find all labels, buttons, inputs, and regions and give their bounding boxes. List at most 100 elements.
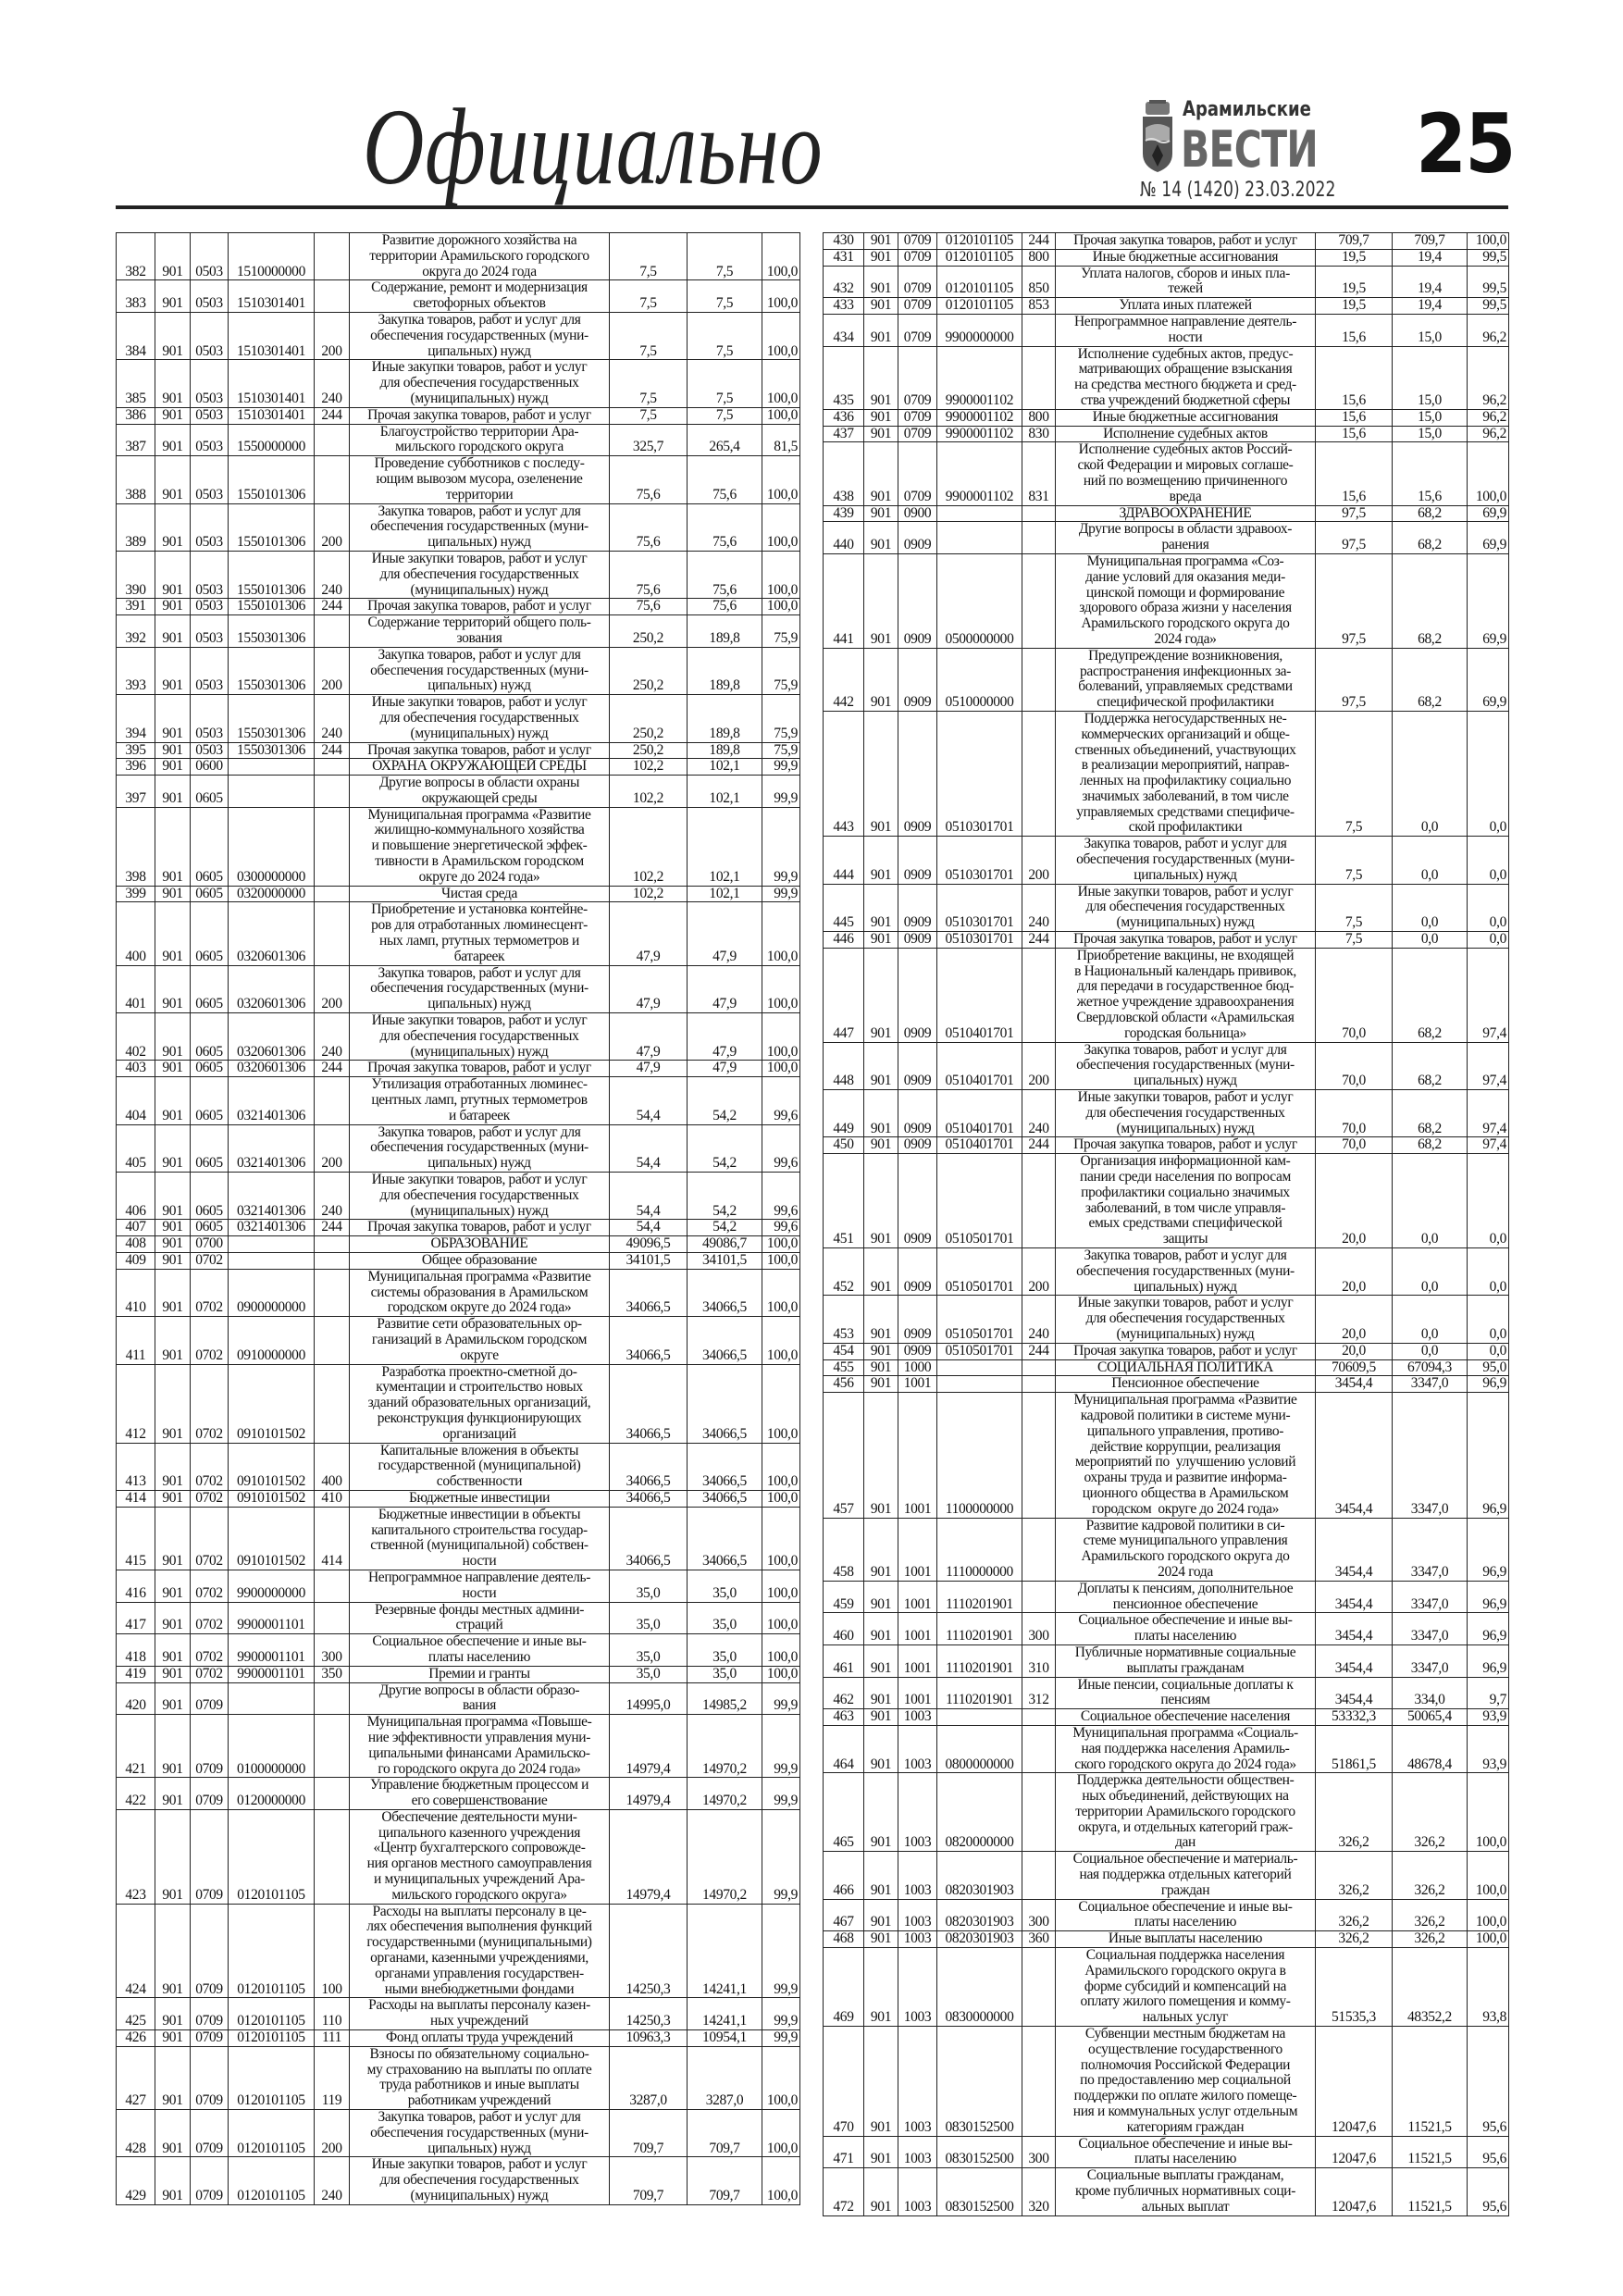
section-code: 0605 <box>190 1172 229 1221</box>
executed-amount: 102,1 <box>687 885 762 903</box>
expense-type-code: 240 <box>314 550 350 600</box>
expense-type-code: 240 <box>314 359 350 408</box>
table-row: 468 901 1003 0820301903 360 Иные выплаты насе… <box>823 1930 1509 1949</box>
section-code: 0605 <box>190 775 229 808</box>
target-article-code: 1550301306 <box>228 694 315 743</box>
execution-percent: 97,4 <box>1467 1089 1509 1138</box>
expense-type-code: 244 <box>314 1219 350 1237</box>
target-article-code: 0120101105 <box>228 2109 315 2158</box>
expense-type-code: 240 <box>1022 883 1056 933</box>
section-code: 1003 <box>898 2167 937 2216</box>
department-code: 901 <box>155 1489 191 1508</box>
table-row: 431 901 0709 0120101105 800 Иные бюджетные ас… <box>823 248 1509 267</box>
execution-percent: 0,0 <box>1467 1247 1509 1297</box>
department-code: 901 <box>863 1247 898 1297</box>
section-code: 0702 <box>190 1268 229 1318</box>
description: Доплаты к пенсиям, дополнительное пенсио… <box>1055 1580 1316 1614</box>
execution-percent: 99,9 <box>762 1997 800 2031</box>
target-article-code: 0321401306 <box>228 1123 315 1173</box>
department-code: 901 <box>155 2109 191 2158</box>
department-code: 901 <box>863 313 898 347</box>
description: Прочая закупка товаров, работ и услуг <box>349 598 610 616</box>
section-code: 1003 <box>898 1947 937 2028</box>
executed-amount: 75,6 <box>687 503 762 552</box>
table-row: 438 901 0709 9900001102 831 Исполнение судебн… <box>823 441 1509 506</box>
section-code: 0503 <box>190 646 229 696</box>
department-code: 901 <box>863 931 898 949</box>
expense-type-code: 100 <box>314 1903 350 1999</box>
executed-amount: 326,2 <box>1392 1772 1468 1853</box>
department-code: 901 <box>863 345 898 410</box>
section-code: 0702 <box>190 1363 229 1444</box>
description: Муниципальная программа «Развитие кадров… <box>1055 1392 1316 1519</box>
row-number: 392 <box>116 614 155 648</box>
department-code: 901 <box>863 1153 898 1248</box>
section-code: 0605 <box>190 1219 229 1237</box>
table-row: 458 901 1001 1110000000 Развитие кадровой по… <box>823 1517 1509 1582</box>
planned-amount: 7,5 <box>609 279 688 313</box>
execution-percent: 69,9 <box>1467 521 1509 554</box>
target-article-code <box>228 775 315 808</box>
section-code: 0709 <box>190 1808 229 1905</box>
row-number: 453 <box>823 1295 864 1344</box>
execution-percent: 99,9 <box>762 1808 800 1905</box>
target-article-code: 1550000000 <box>228 423 315 457</box>
target-article-code: 0820301903 <box>936 1930 1022 1949</box>
expense-type-code <box>314 614 350 648</box>
executed-amount: 102,1 <box>687 775 762 808</box>
target-article-code: 0510501701 <box>936 1153 1022 1248</box>
section-code: 0909 <box>898 521 937 554</box>
execution-percent: 99,6 <box>762 1219 800 1237</box>
description: Иные закупки товаров, работ и услуг для … <box>1055 883 1316 933</box>
row-number: 445 <box>823 883 864 933</box>
planned-amount: 47,9 <box>609 964 688 1014</box>
description: Закупка товаров, работ и услуг для обесп… <box>1055 1247 1316 1297</box>
execution-percent: 96,2 <box>1467 313 1509 347</box>
planned-amount: 47,9 <box>609 1012 688 1061</box>
row-number: 471 <box>823 2135 864 2169</box>
description: Уплата иных платежей <box>1055 297 1316 315</box>
expense-type-code <box>314 1316 350 1365</box>
target-article-code: 1110201901 <box>936 1644 1022 1678</box>
target-article-code: 9900001101 <box>228 1665 315 1683</box>
target-article-code: 0300000000 <box>228 806 315 887</box>
target-article-code: 0510401701 <box>936 1041 1022 1091</box>
row-number: 421 <box>116 1714 155 1779</box>
expense-type-code <box>314 455 350 504</box>
planned-amount: 102,2 <box>609 885 688 903</box>
row-number: 450 <box>823 1136 864 1155</box>
executed-amount: 14970,2 <box>687 1714 762 1779</box>
row-number: 442 <box>823 647 864 712</box>
department-code: 901 <box>863 1708 898 1726</box>
row-number: 470 <box>823 2026 864 2137</box>
table-row: 470 901 1003 0830152500 Субвенции местным бю… <box>823 2026 1509 2137</box>
planned-amount: 12047,6 <box>1315 2026 1393 2137</box>
description: Расходы на выплаты персоналу в це- лях о… <box>349 1903 610 1999</box>
execution-percent: 100,0 <box>762 231 800 281</box>
department-code: 901 <box>863 441 898 506</box>
expense-type-code <box>314 885 350 903</box>
description: СОЦИАЛЬНАЯ ПОЛИТИКА <box>1055 1359 1316 1377</box>
department-code: 901 <box>155 1076 191 1125</box>
planned-amount: 250,2 <box>609 694 688 743</box>
row-number: 449 <box>823 1089 864 1138</box>
description: Иные бюджетные ассигнования <box>1055 248 1316 267</box>
executed-amount: 54,2 <box>687 1219 762 1237</box>
description: Иные пенсии, социальные доплаты к пенсия… <box>1055 1676 1316 1710</box>
expense-type-code: 350 <box>314 1665 350 1683</box>
row-number: 420 <box>116 1682 155 1716</box>
target-article-code: 1550301306 <box>228 741 315 760</box>
section-code: 0503 <box>190 455 229 504</box>
planned-amount: 97,5 <box>1315 521 1393 554</box>
section-code: 1001 <box>898 1644 937 1678</box>
row-number: 389 <box>116 503 155 552</box>
execution-percent: 100,0 <box>762 279 800 313</box>
row-number: 443 <box>823 710 864 838</box>
department-code: 901 <box>863 408 898 427</box>
department-code: 901 <box>155 503 191 552</box>
planned-amount: 7,5 <box>1315 883 1393 933</box>
execution-percent: 99,5 <box>1467 297 1509 315</box>
executed-amount: 189,8 <box>687 646 762 696</box>
department-code: 901 <box>155 1172 191 1221</box>
row-number: 418 <box>116 1633 155 1667</box>
